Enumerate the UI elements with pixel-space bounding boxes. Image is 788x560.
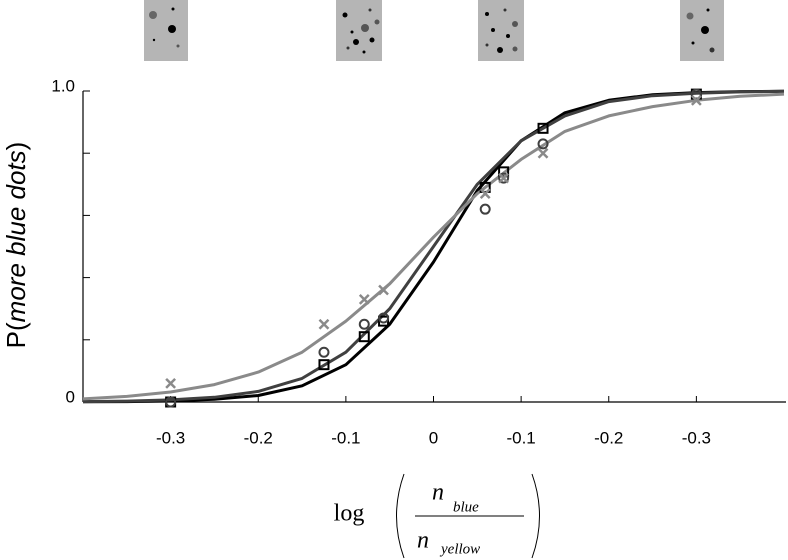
thumbnail [336,0,382,61]
x-tick-label: -0.1 [506,428,535,447]
x-label-denominator-sub: yellow [439,541,480,557]
marker [537,138,549,150]
x-tick-label: -0.2 [594,428,623,447]
x-label-numerator-sub: blue [453,499,479,515]
x-tick-label: -0.3 [682,428,711,447]
thumbnail [478,0,524,61]
marker [498,172,509,184]
marker [318,359,330,371]
x-tick-label: -0.1 [331,428,360,447]
fit-curve [82,92,785,401]
paren [396,473,405,559]
stimulus-thumbnails [144,0,724,61]
x-tick-label: 0 [429,428,438,447]
thumbnail [144,0,188,61]
marker [358,331,370,343]
paren [531,473,540,559]
y-label-part: more blue dots [1,150,31,322]
marker [378,312,390,324]
marker [690,94,702,106]
x-label-denominator: n [417,528,429,554]
marker [378,284,389,296]
y-axis-label: P(more blue dots) [1,142,31,349]
marker [537,147,549,159]
marker [318,346,330,358]
marker [318,318,330,330]
marker [165,377,177,389]
marker [358,318,370,330]
marker [537,122,549,134]
marker [498,172,510,184]
fit-curve [82,89,785,404]
x-tick-label: -0.3 [156,428,185,447]
x-label-log: log [334,501,365,527]
y-label-part: P( [1,322,31,348]
x-tick-label: -0.2 [244,428,273,447]
thumbnail [680,0,724,61]
marker [479,203,491,215]
x-axis-label: log n blue n yellow [334,473,540,559]
marker [479,188,491,200]
y-label-part: ) [1,142,31,151]
x-label-numerator: n [432,480,444,506]
marker [165,396,177,408]
marker [358,293,370,305]
y-tick-label: 1.0 [51,76,75,95]
y-tick-label: 0 [66,387,75,406]
